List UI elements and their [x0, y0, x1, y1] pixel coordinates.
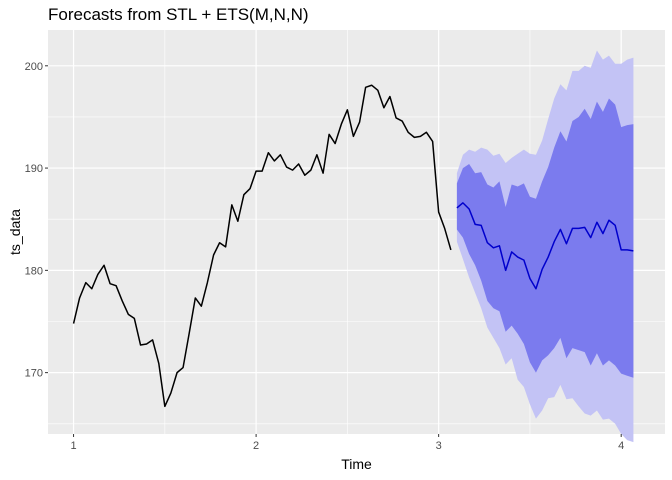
y-tick-label: 170 — [25, 368, 43, 380]
prediction-intervals — [456, 50, 634, 443]
x-tick-label: 1 — [70, 440, 76, 452]
observed-series-line — [72, 84, 452, 408]
series-lines — [72, 84, 634, 408]
y-tick-label: 190 — [25, 163, 43, 175]
y-tick-label: 200 — [25, 61, 43, 73]
x-tick-label: 3 — [436, 440, 442, 452]
y-axis-title: ts_data — [7, 209, 23, 255]
chart-title: Forecasts from STL + ETS(M,N,N) — [48, 5, 309, 24]
x-axis-title: Time — [341, 456, 372, 472]
y-tick-label: 180 — [25, 265, 43, 277]
x-tick-label: 4 — [618, 440, 624, 452]
x-axis: 1 2 3 4 — [70, 434, 624, 452]
x-tick-label: 2 — [253, 440, 259, 452]
y-axis: 170 180 190 200 — [25, 61, 48, 380]
forecast-mean-line — [456, 202, 634, 290]
prediction-band-80 — [456, 98, 634, 378]
